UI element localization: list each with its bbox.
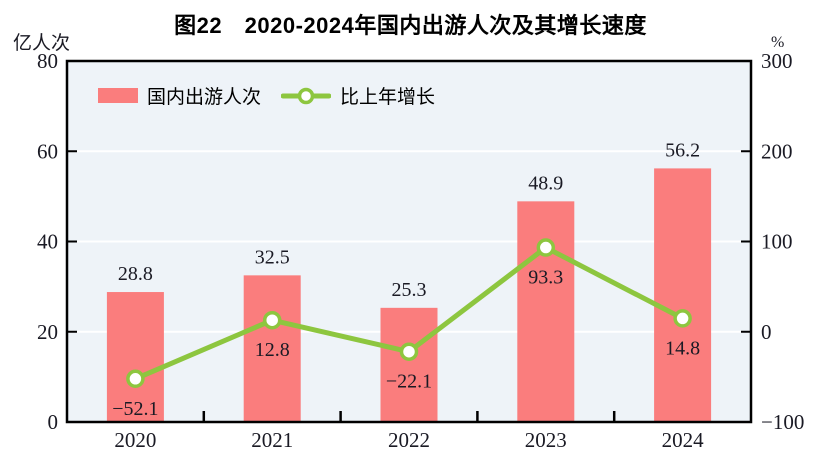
bar — [654, 168, 712, 422]
line-value-label: 93.3 — [528, 267, 563, 289]
legend-item-bar: 国内出游人次 — [98, 82, 261, 109]
bar-series-swatch — [98, 88, 138, 103]
y-axis-tick-label-right: 0 — [761, 320, 772, 344]
y-axis-tick-label-left: 20 — [37, 320, 58, 344]
line-marker — [399, 342, 419, 361]
line-marker — [262, 310, 282, 330]
bar-value-label: 56.2 — [665, 139, 700, 161]
bar — [517, 201, 575, 422]
y-axis-tick-label-right: −100 — [761, 410, 804, 434]
bar-value-label: 32.5 — [255, 246, 290, 268]
line-marker — [126, 369, 145, 389]
bar-value-label: 28.8 — [118, 263, 153, 285]
bar — [243, 275, 301, 422]
x-axis-tick-label: 2020 — [114, 428, 156, 452]
line-marker — [673, 309, 692, 328]
line-value-label: 14.8 — [665, 337, 700, 359]
bar-value-label: 25.3 — [392, 279, 427, 301]
legend-line-marker — [297, 87, 315, 104]
x-axis-tick-label: 2023 — [525, 428, 567, 452]
y-axis-tick-label-left: 80 — [37, 49, 58, 73]
legend: 国内出游人次 比上年增长 — [98, 82, 435, 109]
y-axis-tick-label-left: 0 — [48, 410, 59, 434]
chart-title: 图22 2020-2024年国内出游人次及其增长速度 — [174, 13, 647, 38]
line-value-label: −22.1 — [386, 371, 432, 393]
x-axis-tick-label: 2021 — [251, 428, 293, 452]
legend-line-label: 比上年增长 — [340, 87, 436, 108]
legend-item-line: 比上年增长 — [281, 82, 435, 109]
line-value-label: −52.1 — [112, 398, 158, 420]
bar-value-label: 48.9 — [528, 172, 563, 194]
y-axis-tick-label-right: 100 — [761, 230, 793, 254]
left-axis-unit-label: 亿人次 — [13, 33, 71, 54]
right-axis-unit-label: % — [771, 34, 785, 51]
x-axis-tick-label: 2022 — [388, 428, 430, 452]
line-marker — [536, 238, 556, 257]
bar — [380, 307, 438, 422]
line-value-label: 12.8 — [255, 339, 290, 361]
y-axis-tick-label-right: 300 — [761, 49, 793, 73]
line-series-swatch — [281, 87, 332, 104]
bar — [106, 292, 164, 422]
y-axis-tick-label-left: 40 — [37, 230, 58, 254]
x-axis-tick-label: 2024 — [662, 428, 705, 452]
y-axis-tick-label-right: 200 — [761, 139, 793, 163]
legend-bar-label: 国内出游人次 — [147, 87, 262, 108]
y-axis-tick-label-left: 60 — [37, 139, 58, 163]
